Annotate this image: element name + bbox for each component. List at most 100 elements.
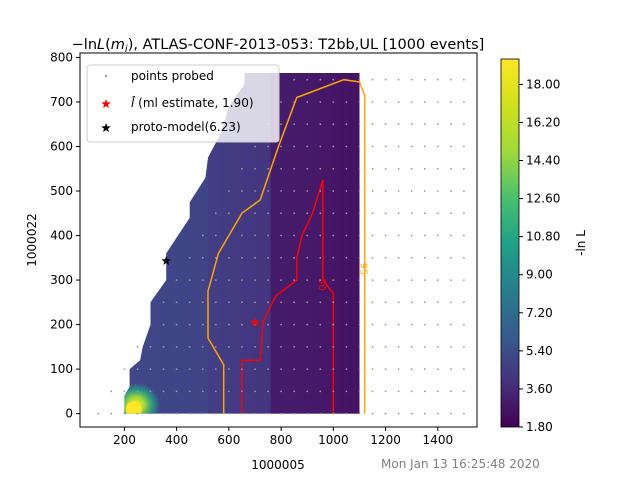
legend-box [86, 64, 280, 143]
legend-marker-ml-estimate [101, 99, 111, 108]
probed-point [423, 368, 426, 370]
probed-point [149, 346, 152, 348]
probed-point [423, 190, 426, 192]
probed-point [254, 256, 256, 259]
probed-point [280, 346, 282, 348]
probed-point [188, 390, 191, 393]
probed-point [332, 301, 335, 304]
probed-point [384, 368, 387, 370]
timestamp: Mon Jan 13 16:25:48 2020 [381, 457, 540, 471]
probed-point [345, 256, 348, 259]
probed-point [332, 346, 335, 348]
probed-point [306, 368, 309, 370]
probed-point [397, 212, 400, 215]
probed-point [293, 167, 296, 170]
y-tick-label: 200 [50, 318, 73, 332]
probed-point [436, 167, 439, 170]
probed-point [397, 167, 400, 170]
probed-point [332, 234, 335, 237]
legend: points probed l̂ (ml estimate, 1.90) pro… [86, 64, 280, 143]
probed-point [371, 234, 374, 237]
legend-label-points-probed: points probed [131, 69, 214, 83]
probed-point [450, 390, 452, 393]
probed-point [319, 101, 322, 103]
probed-point [241, 212, 243, 215]
probed-point [371, 323, 374, 326]
probed-point [97, 412, 100, 415]
probed-point [306, 412, 309, 415]
probed-point [345, 212, 348, 215]
x-tick-label: 1200 [370, 433, 401, 447]
probed-point [306, 167, 309, 170]
colorbar-tick-label: 9.00 [526, 268, 553, 282]
probed-point [280, 368, 282, 370]
probed-point [463, 78, 465, 81]
colorbar: 1.80 3.60 5.40 7.20 9.00 10.80 12.60 14.40 16.20… [500, 58, 588, 434]
probed-point [254, 368, 256, 370]
probed-point [450, 123, 452, 126]
probed-point [319, 301, 322, 304]
probed-point [358, 323, 361, 326]
probed-point [293, 256, 296, 259]
probed-point [345, 390, 348, 393]
probed-point [450, 101, 452, 103]
probed-point [254, 390, 256, 393]
probed-point [463, 412, 465, 415]
probed-point [228, 390, 230, 393]
probed-point [149, 390, 152, 393]
probed-point [241, 301, 243, 304]
y-tick-label: 800 [50, 50, 73, 64]
y-axis-label: 1000022 [25, 213, 39, 266]
y-tick-label: 600 [50, 140, 73, 154]
probed-point [358, 346, 361, 348]
probed-point [149, 323, 152, 326]
probed-point [332, 167, 335, 170]
probed-point [410, 234, 413, 237]
probed-point [175, 368, 178, 370]
probed-point [345, 167, 348, 170]
probed-point [384, 190, 387, 192]
probed-point [371, 301, 374, 304]
contour-label-50: 50 [316, 278, 327, 291]
probed-point [280, 167, 282, 170]
probed-point [397, 301, 400, 304]
probed-point [123, 368, 126, 370]
probed-point [371, 78, 374, 81]
probed-point [371, 279, 374, 281]
probed-point [345, 78, 348, 81]
probed-point [436, 279, 439, 281]
probed-point [306, 101, 309, 103]
probed-point [306, 190, 309, 192]
probed-point [306, 390, 309, 393]
probed-point [397, 346, 400, 348]
probed-point [384, 234, 387, 237]
probed-point [384, 301, 387, 304]
probed-point [384, 123, 387, 126]
probed-point [162, 323, 165, 326]
probed-point [423, 78, 426, 81]
probed-point [175, 412, 178, 415]
probed-point [371, 145, 374, 148]
probed-point [267, 145, 269, 148]
probed-point [214, 346, 217, 348]
probed-point [384, 346, 387, 348]
probed-point [345, 323, 348, 326]
probed-point [423, 346, 426, 348]
probed-point [397, 101, 400, 103]
probed-point [306, 323, 309, 326]
probed-point [188, 412, 191, 415]
probed-point [228, 301, 230, 304]
probed-point [463, 167, 465, 170]
colorbar-tick-label: 3.60 [526, 382, 553, 396]
probed-point [319, 368, 322, 370]
probed-point [306, 123, 309, 126]
probed-point [410, 301, 413, 304]
probed-point [319, 346, 322, 348]
colorbar-tick-label: 7.20 [526, 306, 553, 320]
probed-point [423, 167, 426, 170]
probed-point [319, 145, 322, 148]
probed-point [254, 234, 256, 237]
probed-point [410, 279, 413, 281]
probed-point [228, 234, 230, 237]
probed-point [306, 145, 309, 148]
